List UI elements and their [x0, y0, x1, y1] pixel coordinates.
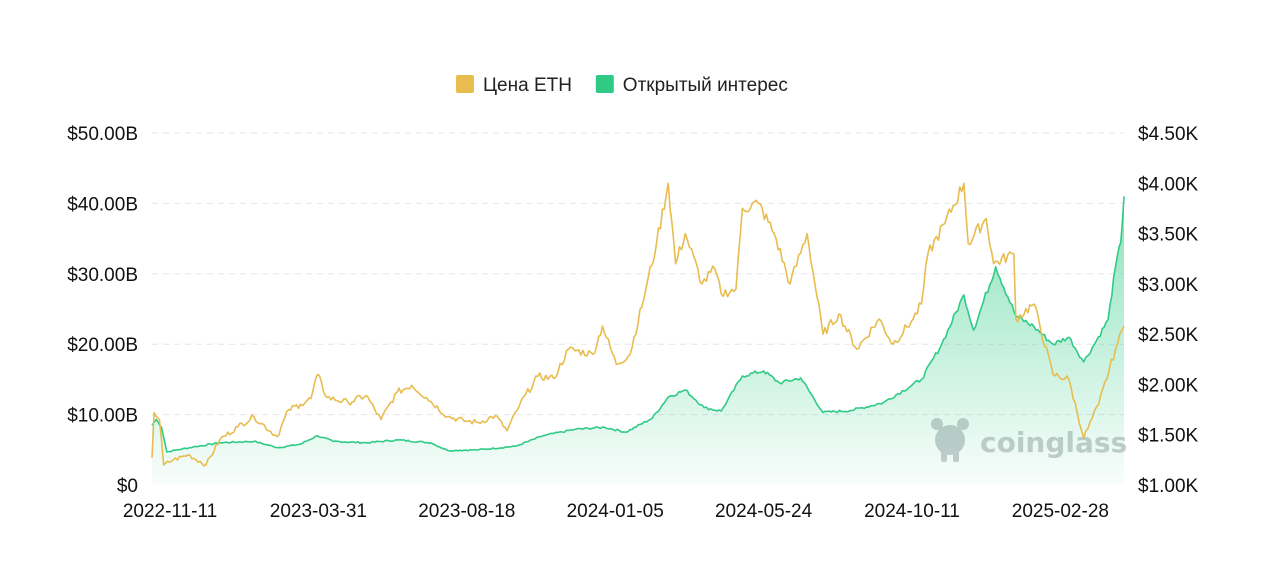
x-tick-label: 2023-08-18: [418, 501, 515, 522]
x-tick-label: 2024-05-24: [715, 501, 813, 522]
x-tick-label: 2023-03-31: [270, 501, 367, 522]
y-left-tick-label: $10.00B: [67, 406, 138, 427]
legend-label-eth-price: Цена ETH: [483, 75, 572, 96]
eth-price-line: [151, 182, 1125, 467]
y-right-tick-label: $4.00K: [1138, 174, 1199, 195]
x-tick-label: 2024-01-05: [567, 501, 664, 522]
y-right-tick-label: $4.50K: [1138, 124, 1199, 145]
x-tick-label: 2022-11-11: [123, 501, 217, 522]
y-left-tick-label: $50.00B: [67, 124, 138, 145]
left-axis: $0 $10.00B $20.00B $30.00B $40.00B $50.00B: [67, 124, 138, 497]
y-right-tick-label: $2.50K: [1138, 325, 1199, 346]
legend-swatch-eth-price: [456, 75, 474, 93]
right-axis: $1.00K $1.50K $2.00K $2.50K $3.00K $3.50K $4.0…: [1138, 124, 1199, 497]
legend-label-open-interest: Открытый интерес: [623, 75, 788, 96]
legend: Цена ETH Открытый интерес: [456, 75, 788, 96]
y-right-tick-label: $3.00K: [1138, 275, 1199, 296]
x-tick-label: 2025-02-28: [1012, 501, 1109, 522]
y-left-tick-label: $30.00B: [67, 265, 138, 286]
y-left-tick-label: $20.00B: [67, 335, 138, 356]
series-layer: [151, 182, 1125, 485]
x-tick-label: 2024-10-11: [864, 501, 960, 522]
legend-swatch-open-interest: [595, 75, 614, 93]
y-right-tick-label: $2.00K: [1138, 375, 1199, 396]
open-interest-area: [152, 196, 1124, 485]
y-right-tick-label: $1.00K: [1138, 476, 1199, 497]
y-left-tick-label: $0: [117, 476, 138, 497]
grid-lines: [152, 132, 1124, 416]
open-interest-line: [151, 196, 1125, 453]
y-right-tick-label: $3.50K: [1138, 225, 1199, 246]
y-right-tick-label: $1.50K: [1138, 426, 1199, 447]
x-axis: 2022-11-11 2023-03-31 2023-08-18 2024-01-05…: [123, 501, 1109, 522]
y-left-tick-label: $40.00B: [67, 194, 138, 215]
